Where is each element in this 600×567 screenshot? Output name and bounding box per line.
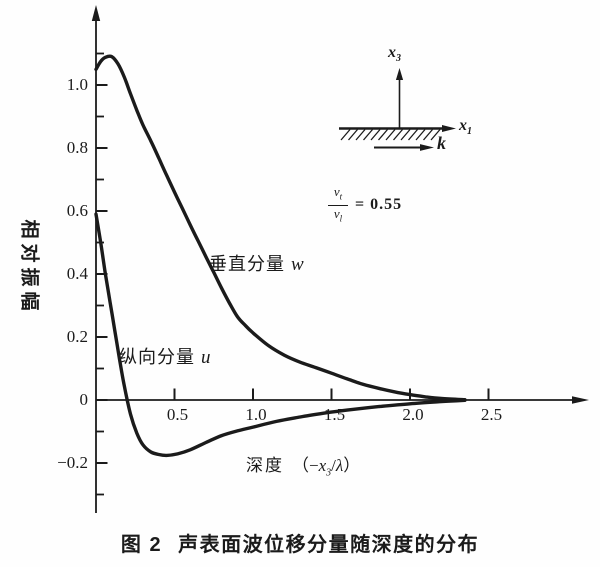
curve-u-symbol: u xyxy=(201,347,212,368)
x-axis-title-x: x xyxy=(318,456,327,475)
ratio-den-sub: l xyxy=(339,213,343,224)
x-axis-title-x-sub: 3 xyxy=(326,467,332,479)
curve-u-label-text: 纵向分量 xyxy=(119,347,195,367)
y-tick-label: −0.2 xyxy=(57,453,88,472)
x-axis-title-lambda: λ xyxy=(335,456,344,475)
curve-u-label: 纵向分量 u xyxy=(119,343,212,369)
inset-x1-label: x1 xyxy=(459,117,472,137)
ratio-denominator: vl xyxy=(334,207,342,226)
y-tick-label: 0.8 xyxy=(66,138,88,157)
x-axis-title-slash: / xyxy=(331,456,336,475)
ratio-numerator: vt xyxy=(334,185,342,204)
inset-k-label: k xyxy=(437,133,446,153)
inset-x3-label: x3 xyxy=(388,44,401,64)
inset-hatch-stroke xyxy=(370,129,381,141)
caption-text: 声表面波位移分量随深度的分布 xyxy=(178,534,480,556)
inset-hatch-stroke xyxy=(400,129,411,141)
inset-x3-base: x xyxy=(388,44,396,61)
y-tick-label: 1.0 xyxy=(66,75,88,94)
ratio-num-sub: t xyxy=(339,191,343,202)
inset-x3-arrow-icon xyxy=(395,68,404,80)
curve-w-symbol: w xyxy=(291,254,305,275)
inset-hatch-stroke xyxy=(355,129,366,141)
y-axis-title: 相对振幅 xyxy=(18,219,40,316)
curve-u xyxy=(94,212,467,458)
x-axis-title-paren-close: ） xyxy=(343,456,361,475)
inset-hatch-stroke xyxy=(340,129,351,141)
curves xyxy=(94,54,467,458)
velocity-ratio-fraction: vt vl xyxy=(328,185,348,226)
x-axis-title-prefix: 深度 xyxy=(246,456,284,475)
y-tick-label: 0 xyxy=(79,390,89,409)
y-tick-label: 0.4 xyxy=(66,264,88,283)
inset-x1-sub: 1 xyxy=(467,126,472,138)
x-tick-label: 2.0 xyxy=(402,405,424,424)
x-axis-arrow-icon xyxy=(572,396,589,404)
inset-hatch-stroke xyxy=(363,129,373,141)
y-axis-arrow-icon xyxy=(91,5,101,21)
ratio-den-base: v xyxy=(333,206,340,222)
ratio-num-base: v xyxy=(333,184,340,199)
y-tick-label: 0.2 xyxy=(66,327,88,346)
x-axis-title: 深度 （−x3/λ） xyxy=(246,451,360,478)
inset-x1-arrow-icon xyxy=(442,125,456,132)
inset-hatch-stroke xyxy=(415,129,426,141)
curve-w-label-text: 垂直分量 xyxy=(209,254,285,274)
ratio-value: = 0.55 xyxy=(355,196,403,214)
fraction-bar xyxy=(328,204,348,207)
curve-w xyxy=(94,54,467,402)
inset-hatch-stroke xyxy=(423,129,433,141)
x-axis-title-paren-open: （− xyxy=(292,456,319,475)
curve-w-label: 垂直分量 w xyxy=(209,250,305,276)
inset-k-arrow-icon xyxy=(420,144,434,151)
inset-x1-base: x xyxy=(459,117,467,134)
inset-hatch-stroke xyxy=(408,129,418,141)
inset-hatch-stroke xyxy=(430,129,441,141)
caption-number: 图 2 xyxy=(120,534,163,556)
figure-caption: 图 2 声表面波位移分量随深度的分布 xyxy=(0,528,600,557)
inset-diagram xyxy=(339,68,456,151)
inset-hatch-stroke xyxy=(348,129,358,141)
axes xyxy=(91,5,589,513)
x-tick-label: 1.0 xyxy=(245,405,267,424)
inset-x3-sub: 3 xyxy=(396,53,401,65)
x-tick-label: 0.5 xyxy=(166,405,189,424)
x-tick-label: 2.5 xyxy=(480,405,503,424)
x-tick-label: 1.5 xyxy=(323,405,346,424)
y-tick-label: 0.6 xyxy=(66,201,88,220)
velocity-ratio: vt vl = 0.55 xyxy=(328,185,402,226)
inset-hatch-stroke xyxy=(385,129,396,141)
inset-hatch-stroke xyxy=(378,129,388,141)
inset-hatch-stroke xyxy=(393,129,403,141)
